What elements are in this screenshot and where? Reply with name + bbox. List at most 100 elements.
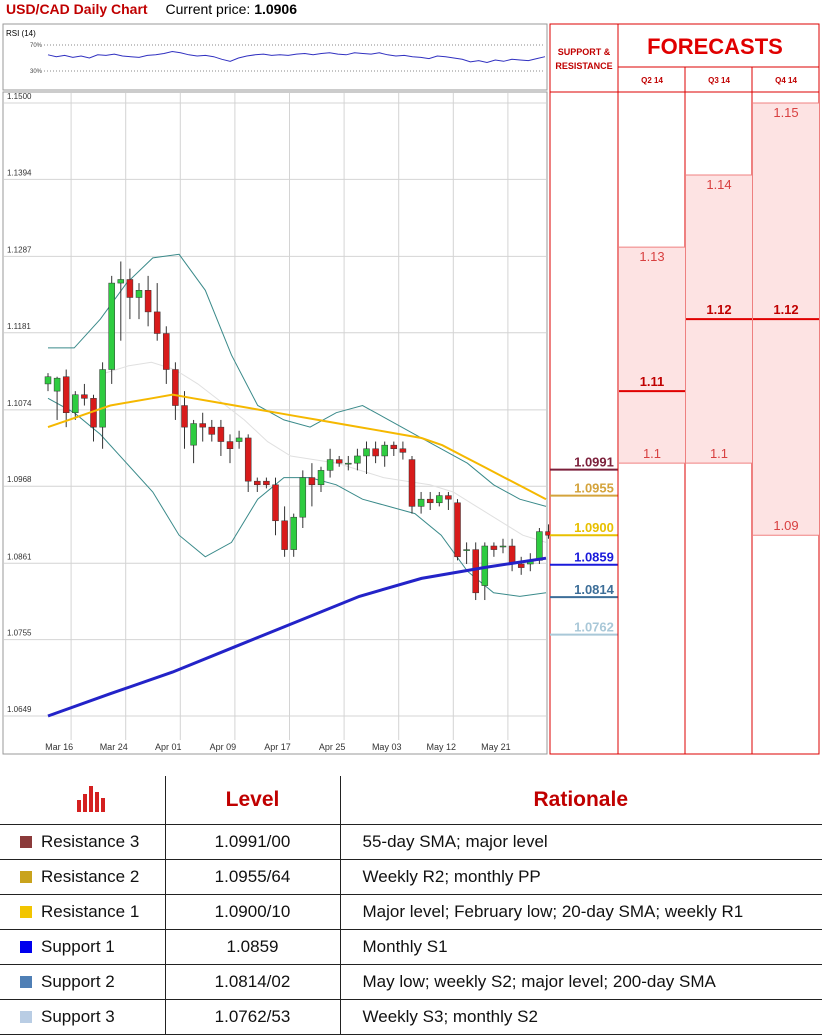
row-name-text: Resistance 2 [41, 867, 140, 886]
sr-title-line2: RESISTANCE [555, 61, 612, 71]
candle-body [190, 423, 197, 446]
levels-table: Level Rationale Resistance 3 1.0991/00 55-… [0, 776, 822, 1035]
candle-body [244, 437, 252, 482]
quarter-label: Q3 14 [708, 76, 730, 85]
candle-body [426, 498, 434, 504]
candle-body [99, 369, 106, 428]
candle-body [390, 444, 398, 450]
candle-body [144, 290, 152, 313]
candle-body [363, 448, 370, 457]
bar-chart-icon [76, 786, 105, 812]
row-name-text: Support 3 [41, 1007, 115, 1026]
candle-body [172, 369, 179, 406]
pair-title: USD/CAD Daily Chart [6, 1, 148, 17]
forecast-value: 1.11 [640, 374, 665, 389]
rsi-line [47, 50, 546, 64]
forecast-value: 1.1 [710, 446, 728, 461]
row-name-text: Resistance 3 [41, 832, 140, 851]
table-header-icon [0, 776, 165, 825]
candle-body [62, 376, 70, 413]
sma-group [47, 393, 547, 718]
candle-body [508, 545, 516, 565]
row-rationale: 55-day SMA; major level [339, 824, 822, 860]
row-name-text: Support 1 [41, 937, 115, 956]
grid-group [4, 93, 546, 740]
candle-body [454, 502, 461, 558]
row-color-swatch [20, 976, 32, 988]
x-tick-label: Apr 25 [319, 742, 346, 752]
x-tick-label: Apr 01 [155, 742, 182, 752]
sma-200-line [47, 556, 547, 718]
candle-body [345, 462, 352, 465]
forecast-value: 1.15 [773, 105, 798, 120]
candle-body [472, 549, 479, 594]
row-name: Support 2 [0, 964, 165, 1000]
rsi-panel [2, 23, 548, 91]
candle-body [417, 498, 425, 507]
sr-levels: 1.0991 1.0955 1.0900 1.0859 1.0814 1.0762 [550, 455, 618, 636]
y-tick-label: 1.0755 [7, 629, 32, 638]
candle-body [44, 376, 52, 385]
candle-body [372, 448, 379, 457]
row-rationale: May low; weekly S2; major level; 200-day… [339, 964, 822, 1000]
row-name: Support 1 [0, 929, 165, 965]
candle-group [44, 261, 552, 601]
table-body: Resistance 3 1.0991/00 55-day SMA; major l… [0, 824, 822, 1035]
row-name-text: Support 2 [41, 972, 115, 991]
candle-body [117, 279, 125, 284]
forecast-value: 1.14 [706, 177, 731, 192]
candle-body [308, 477, 316, 486]
chart-area: RSI (14) 70% 30% 1.1500 1.1394 1.1287 1.118… [2, 23, 820, 755]
candle-body [81, 394, 88, 399]
forecast-columns: Q2 14 1.13 1.11 1.1 Q3 14 1.14 1.12 1.1 Q4 14 1.1… [619, 76, 819, 536]
forecasts-title: FORECASTS [647, 34, 783, 59]
y-ticks: 1.1500 1.1394 1.1287 1.1181 1.1074 1.0968 1.08… [7, 92, 32, 714]
row-level: 1.0991/00 [164, 824, 340, 860]
candle-body [463, 549, 470, 551]
rsi-label: RSI (14) [6, 29, 36, 38]
candle-body [208, 426, 216, 435]
candle-body [181, 405, 188, 428]
candle-body [226, 441, 234, 450]
row-level: 1.0762/53 [164, 999, 340, 1035]
candle-body [199, 423, 206, 428]
candle-body [254, 480, 261, 486]
candle-body [326, 459, 334, 471]
sr-panel [549, 23, 619, 755]
current-price-value: 1.0906 [254, 1, 298, 17]
candle-body [536, 531, 543, 561]
y-tick-label: 1.0861 [7, 552, 32, 561]
candle-body [135, 290, 143, 298]
row-rationale: Monthly S1 [339, 929, 822, 965]
x-tick-label: Apr 09 [210, 742, 237, 752]
bollinger-lower [47, 397, 547, 597]
row-color-swatch [20, 836, 32, 848]
sma-55-line [47, 393, 547, 501]
y-tick-label: 1.1394 [7, 168, 32, 177]
candle-body [335, 459, 343, 464]
y-tick-label: 1.1074 [7, 399, 32, 408]
candle-body [436, 495, 443, 504]
level-label: 1.0991 [574, 455, 614, 470]
candle-body [108, 282, 115, 370]
row-level: 1.0814/02 [164, 964, 340, 1000]
level-label: 1.0762 [574, 620, 614, 635]
row-color-swatch [20, 1011, 32, 1023]
row-level: 1.0859 [164, 929, 340, 965]
candle-body [153, 311, 161, 334]
table-row: Resistance 2 1.0955/64 Weekly R2; monthly … [0, 859, 822, 895]
x-tick-label: May 21 [481, 742, 511, 752]
y-tick-label: 1.0968 [7, 475, 32, 484]
y-tick-label: 1.1500 [7, 92, 32, 101]
quarter-label: Q4 14 [775, 76, 797, 85]
row-rationale: Major level; February low; 20-day SMA; w… [339, 894, 822, 930]
x-tick-label: May 03 [372, 742, 402, 752]
candle-body [445, 495, 452, 500]
candle-body [499, 545, 507, 548]
level-label: 1.0900 [574, 520, 614, 535]
candle-body [317, 470, 325, 486]
x-tick-label: Mar 24 [100, 742, 128, 752]
candle-body [217, 426, 225, 442]
bollinger-upper [48, 253, 547, 507]
candle-body [381, 444, 388, 457]
